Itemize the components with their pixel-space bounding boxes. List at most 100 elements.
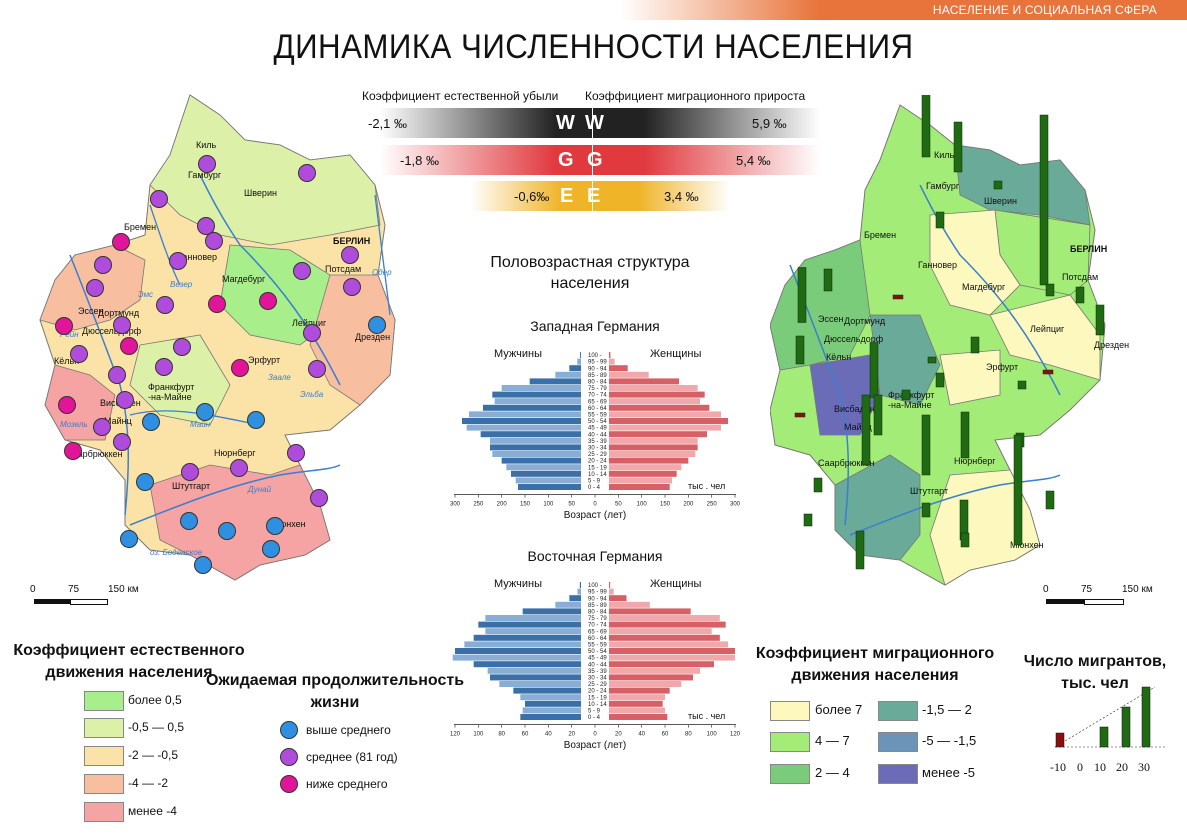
west-male-bar-13 xyxy=(494,398,581,405)
east-x-tick-label-7: 20 xyxy=(615,732,622,738)
right-city-hannover: Ганновер xyxy=(918,260,958,270)
legend-natural-title: Коэффициент естественного движения насел… xyxy=(13,642,245,681)
life-marker-18 xyxy=(368,316,386,334)
east-male-bar-9 xyxy=(452,654,581,661)
legend-migration-title: Коэффициент миграционного движения насел… xyxy=(755,645,995,684)
west-age-label-16: 80 - 84 xyxy=(588,380,607,386)
right-city-berlin: БЕРЛИН xyxy=(1070,244,1108,254)
life-marker-37 xyxy=(136,473,154,491)
west-x-tick-label-12: 300 xyxy=(730,502,741,508)
migrant-legend-diagonal xyxy=(1054,686,1156,748)
migrant-bar-10 xyxy=(861,394,871,466)
east-female-bar-13 xyxy=(609,628,712,635)
west-male-bar-19 xyxy=(577,358,581,365)
migrant-bar-18 xyxy=(1095,304,1105,336)
left-city-schwerin: Шверин xyxy=(244,188,277,198)
migrant-bar-21 xyxy=(803,513,813,527)
legend-migration-label-2: 4 — 7 xyxy=(815,733,850,748)
west-male-bar-3 xyxy=(506,464,581,471)
right-city-essen: Эссен xyxy=(818,314,844,324)
legend-life-label-below: ниже среднего xyxy=(306,777,388,791)
west-age-label-19: 95 - 99 xyxy=(588,360,607,366)
east-female-label: Женщины xyxy=(650,578,702,590)
right-city-magdeburg: Магдебург xyxy=(962,282,1006,292)
life-marker-7 xyxy=(169,252,187,270)
east-male-bar-13 xyxy=(485,628,581,635)
left-region-center-west xyxy=(129,334,231,426)
legend-natural-swatch-1 xyxy=(84,691,124,711)
life-marker-33 xyxy=(113,433,131,451)
left-city-hannover: Ганновер xyxy=(178,252,218,262)
east-male-bar-10 xyxy=(455,648,581,654)
west-female-bar-12 xyxy=(609,404,710,411)
east-female-bar-18 xyxy=(609,595,627,602)
left-city-mainz: Майнц xyxy=(104,416,132,426)
west-x-tick-label-6: 0 xyxy=(593,502,597,508)
east-x-tick-label-10: 80 xyxy=(685,732,692,738)
west-age-label-10: 50 - 54 xyxy=(588,419,607,425)
life-marker-30 xyxy=(247,411,265,429)
legend-migrants-title: Число мигрантов, тыс. чел xyxy=(1023,653,1167,692)
east-male-bar-16 xyxy=(522,608,581,615)
life-marker-14 xyxy=(86,279,104,297)
left-scale-150: 150 км xyxy=(108,584,139,595)
right-map xyxy=(770,104,1106,586)
east-female-bar-14 xyxy=(609,621,726,628)
legend-life-label-above: выше среднего xyxy=(306,723,391,737)
life-marker-19 xyxy=(120,337,138,355)
west-female-bar-14 xyxy=(609,391,705,398)
coef-bar-w xyxy=(380,108,820,138)
life-marker-35 xyxy=(230,459,248,477)
life-marker-31 xyxy=(93,418,111,436)
life-marker-26 xyxy=(58,396,76,414)
left-city-koeln: Кёльн xyxy=(54,356,80,366)
left-scale-white xyxy=(70,599,108,605)
west-female-bar-15 xyxy=(609,385,698,391)
migrant-bar-9 xyxy=(873,394,883,436)
west-x-tick-label-8: 100 xyxy=(637,502,648,508)
legend-natural-label-1: более 0,5 xyxy=(128,693,182,707)
coef-g-right: 5,4 ‰ xyxy=(736,153,771,168)
east-male-bar-20 xyxy=(579,582,581,588)
west-male-bar-1 xyxy=(515,477,581,484)
east-female-bar-12 xyxy=(609,634,720,641)
right-scale-black xyxy=(1046,599,1084,604)
east-male-bar-0 xyxy=(520,714,581,720)
west-female-bar-10 xyxy=(609,418,728,424)
west-female-bar-17 xyxy=(609,371,649,378)
right-river-danube xyxy=(849,474,1061,536)
left-lake-constance: оз. Боденское xyxy=(150,548,203,557)
migrant-bar-26 xyxy=(892,294,904,300)
left-river-ems: Эмс xyxy=(138,290,154,299)
left-scale-75: 75 xyxy=(68,584,80,595)
east-male-bar-7 xyxy=(487,667,581,674)
west-male-bar-6 xyxy=(490,444,581,451)
west-male-bar-0 xyxy=(518,484,581,490)
right-city-nuernberg: Нюрнберг xyxy=(954,456,996,466)
migrant-bar-3 xyxy=(993,180,1003,190)
life-marker-8 xyxy=(94,256,112,274)
east-units: тыс . чел xyxy=(688,711,726,721)
east-female-bar-19 xyxy=(609,588,614,595)
west-male-bar-2 xyxy=(511,470,581,477)
west-female-bar-5 xyxy=(609,451,696,457)
coef-w-left: -2,1 ‰ xyxy=(368,116,408,131)
left-city-dresden: Дрезден xyxy=(355,332,391,342)
east-male-bar-8 xyxy=(473,661,581,668)
east-x-tick-label-8: 40 xyxy=(638,732,645,738)
legend-migration-label-3: 2 — 4 xyxy=(815,765,850,780)
life-marker-41 xyxy=(120,530,138,548)
right-city-duesseldorf: Дюссельдорф xyxy=(824,334,884,344)
coef-e-left: -0,6‰ xyxy=(514,189,550,204)
east-female-bar-9 xyxy=(609,654,735,661)
migrant-bar-27 xyxy=(1042,369,1054,375)
legend-natural-label-3: -2 — -0,5 xyxy=(128,748,179,762)
migrant-bar-1 xyxy=(953,121,963,173)
legend-migration-swatch-4 xyxy=(878,701,918,721)
west-age-label-2: 10 - 14 xyxy=(588,472,607,478)
right-region-nrw xyxy=(770,239,871,371)
east-age-label-20: 100 - xyxy=(588,583,602,589)
migrant-bar-22 xyxy=(970,336,980,354)
